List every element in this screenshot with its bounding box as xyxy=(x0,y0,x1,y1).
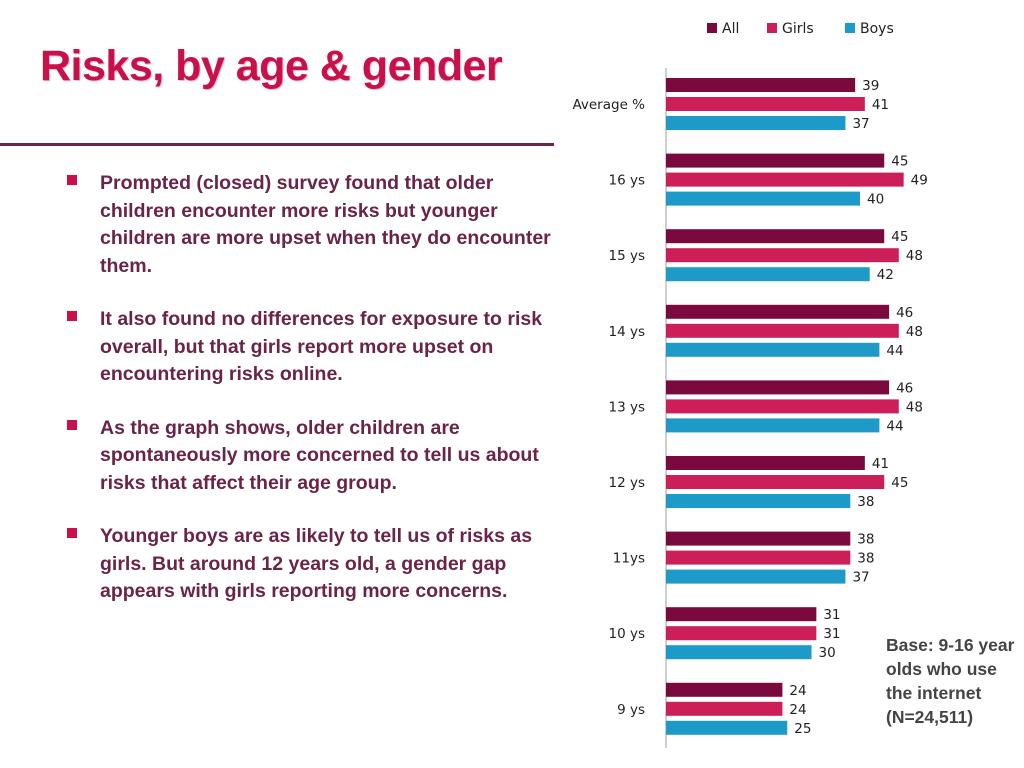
bar-all xyxy=(666,304,890,319)
category-label: 12 ys xyxy=(609,475,646,491)
bullet-text: It also found no differences for exposur… xyxy=(100,308,543,385)
bar-girls xyxy=(666,172,904,187)
bar-boys xyxy=(666,191,860,206)
bar-boys xyxy=(666,116,846,130)
legend-label-boys: Boys xyxy=(860,21,894,37)
legend-label-all: All xyxy=(722,21,739,37)
bar-all xyxy=(666,229,885,244)
bar-all xyxy=(666,607,817,622)
bullet-item: Prompted (closed) survey found that olde… xyxy=(62,170,552,280)
bar-girls xyxy=(666,475,885,489)
data-label: 48 xyxy=(906,248,923,264)
data-label: 30 xyxy=(819,645,836,661)
bar-boys xyxy=(666,720,788,735)
category-label: 10 ys xyxy=(609,626,646,642)
category-label: 13 ys xyxy=(609,399,646,415)
bar-all xyxy=(666,153,885,168)
data-label: 38 xyxy=(857,494,874,510)
bar-all xyxy=(666,682,783,697)
legend-swatch-all xyxy=(707,23,717,33)
bar-girls xyxy=(666,323,899,338)
bar-all xyxy=(666,456,865,470)
category-label: 15 ys xyxy=(609,248,646,264)
category-label: 14 ys xyxy=(609,324,646,340)
bullet-text: As the graph shows, older children are s… xyxy=(100,416,539,494)
data-label: 40 xyxy=(867,192,884,208)
bullet-square-icon xyxy=(67,311,77,321)
title-divider xyxy=(0,143,554,146)
data-label: 24 xyxy=(789,702,806,718)
data-label: 41 xyxy=(872,97,889,113)
bar-all xyxy=(666,380,890,395)
data-label: 46 xyxy=(896,305,913,321)
bar-boys xyxy=(666,418,880,433)
data-label: 48 xyxy=(906,324,923,340)
legend-label-girls: Girls xyxy=(782,21,814,37)
bar-boys xyxy=(666,645,812,660)
data-label: 24 xyxy=(789,683,806,699)
bullet-text: Prompted (closed) survey found that olde… xyxy=(100,172,551,277)
data-label: 39 xyxy=(862,78,879,94)
bullet-item: It also found no differences for exposur… xyxy=(62,306,552,389)
bar-all xyxy=(666,531,851,546)
data-label: 41 xyxy=(872,456,889,472)
category-label: 9 ys xyxy=(617,702,645,718)
bar-girls xyxy=(666,248,899,263)
data-label: 37 xyxy=(852,570,869,586)
data-label: 25 xyxy=(794,721,811,737)
data-label: 45 xyxy=(891,229,908,245)
data-label: 45 xyxy=(891,154,908,170)
bullet-square-icon xyxy=(67,175,77,185)
data-label: 44 xyxy=(886,418,903,434)
data-label: 45 xyxy=(891,475,908,491)
bar-girls xyxy=(666,97,865,111)
bar-girls xyxy=(666,701,783,716)
bullet-text: Younger boys are as likely to tell us of… xyxy=(100,525,533,602)
data-label: 38 xyxy=(857,551,874,567)
legend-swatch-boys xyxy=(845,23,855,33)
bar-girls xyxy=(666,399,899,414)
bullet-item: As the graph shows, older children are s… xyxy=(62,415,552,498)
bullet-list: Prompted (closed) survey found that olde… xyxy=(62,170,552,632)
data-label: 31 xyxy=(823,607,840,623)
category-label: 16 ys xyxy=(609,173,646,189)
category-label: 11ys xyxy=(613,551,645,567)
bullet-square-icon xyxy=(67,419,77,430)
bar-girls xyxy=(666,626,817,641)
legend-swatch-girls xyxy=(767,23,777,33)
data-label: 48 xyxy=(906,399,923,415)
data-label: 38 xyxy=(857,532,874,548)
bar-boys xyxy=(666,494,851,508)
data-label: 49 xyxy=(911,173,928,189)
bar-girls xyxy=(666,550,851,565)
base-note: Base: 9-16 year olds who use the interne… xyxy=(886,635,1015,727)
bar-boys xyxy=(666,342,880,357)
data-label: 42 xyxy=(877,267,894,283)
bullet-square-icon xyxy=(67,528,77,538)
data-label: 31 xyxy=(823,626,840,642)
data-label: 46 xyxy=(896,380,913,396)
category-label: Average % xyxy=(572,97,645,113)
bar-boys xyxy=(666,267,870,282)
data-label: 44 xyxy=(886,343,903,359)
bar-all xyxy=(666,78,856,92)
bar-boys xyxy=(666,569,846,584)
data-label: 37 xyxy=(852,116,869,132)
slide-title: Risks, by age & gender xyxy=(40,42,503,90)
bullet-item: Younger boys are as likely to tell us of… xyxy=(62,523,552,606)
